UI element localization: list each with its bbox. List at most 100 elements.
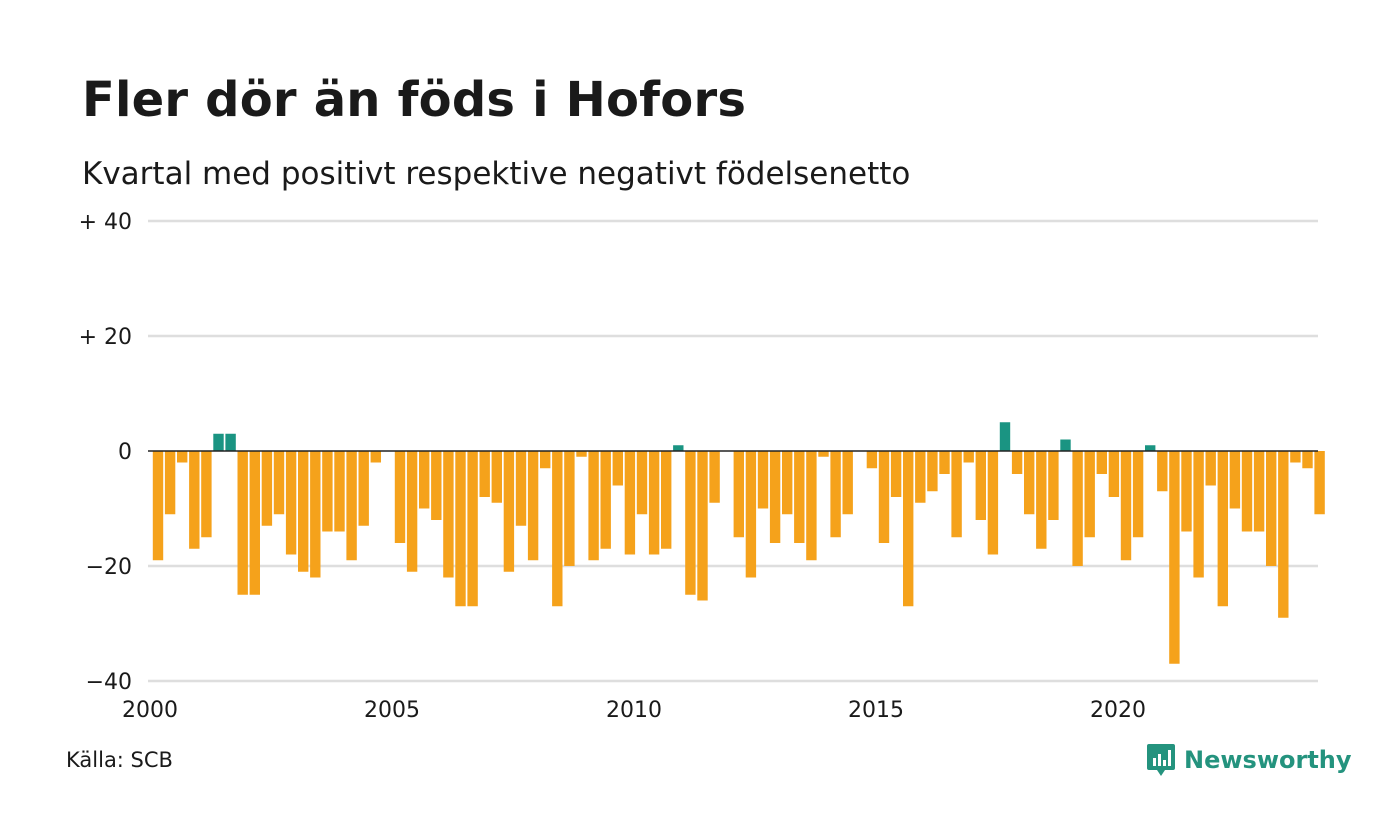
bar bbox=[612, 451, 623, 486]
bar bbox=[636, 451, 648, 515]
bar bbox=[540, 451, 551, 469]
bar bbox=[975, 451, 986, 520]
bar bbox=[455, 451, 466, 607]
bar bbox=[406, 451, 418, 572]
bar bbox=[733, 451, 744, 538]
bar bbox=[491, 451, 502, 503]
x-tick-label: 2010 bbox=[606, 698, 662, 723]
bar bbox=[1048, 451, 1059, 520]
chart-subtitle: Kvartal med positivt respektive negativt… bbox=[82, 156, 911, 192]
bar bbox=[830, 451, 841, 538]
bar bbox=[951, 451, 962, 538]
bar bbox=[152, 451, 164, 561]
bar bbox=[1096, 451, 1107, 474]
bar bbox=[1108, 451, 1120, 497]
bar bbox=[467, 451, 478, 607]
bar bbox=[1036, 451, 1047, 549]
bar bbox=[1253, 451, 1265, 532]
bar bbox=[479, 451, 490, 497]
bar bbox=[358, 451, 369, 526]
source-note: Källa: SCB bbox=[66, 748, 173, 772]
bar bbox=[189, 451, 200, 549]
bar bbox=[818, 451, 829, 457]
brand-name: Newsworthy bbox=[1184, 746, 1352, 774]
bar bbox=[261, 451, 273, 526]
bar bbox=[769, 451, 781, 543]
bar bbox=[806, 451, 817, 561]
bar bbox=[1181, 451, 1192, 532]
bar bbox=[1217, 451, 1228, 607]
bar bbox=[685, 451, 696, 595]
bars bbox=[152, 422, 1325, 664]
bar bbox=[237, 451, 248, 595]
y-tick-label: + 20 bbox=[79, 325, 132, 350]
x-tick-label: 2015 bbox=[848, 698, 904, 723]
x-axis-labels: 2000 2005 2010 2015 2020 bbox=[122, 698, 1146, 723]
bar bbox=[1084, 451, 1095, 538]
bar bbox=[600, 451, 611, 549]
bar bbox=[273, 451, 285, 515]
bar bbox=[225, 433, 236, 451]
bar bbox=[588, 451, 599, 561]
bar bbox=[164, 451, 176, 515]
bar bbox=[1302, 451, 1313, 469]
bar bbox=[503, 451, 515, 572]
y-tick-label: −20 bbox=[86, 555, 132, 580]
bar bbox=[419, 451, 430, 509]
bar bbox=[1169, 451, 1180, 664]
bar bbox=[1157, 451, 1168, 492]
bar bbox=[177, 451, 188, 463]
newsworthy-logo: Newsworthy bbox=[1146, 742, 1352, 778]
bar bbox=[334, 451, 345, 532]
bar bbox=[890, 451, 902, 497]
bar bbox=[346, 451, 357, 561]
bar bbox=[310, 451, 321, 578]
bar bbox=[394, 451, 406, 543]
bar bbox=[1314, 451, 1325, 515]
bar bbox=[1229, 451, 1241, 509]
bar bbox=[298, 451, 309, 572]
bar bbox=[249, 451, 260, 595]
x-tick-label: 2000 bbox=[122, 698, 178, 723]
bar bbox=[915, 451, 926, 503]
bar bbox=[1120, 451, 1132, 561]
bar bbox=[576, 451, 587, 457]
bar bbox=[745, 451, 757, 578]
bar bbox=[999, 422, 1011, 451]
bar bbox=[673, 445, 684, 451]
bar bbox=[1278, 451, 1289, 618]
bar bbox=[443, 451, 454, 578]
bar bbox=[213, 433, 224, 451]
x-tick-label: 2005 bbox=[364, 698, 420, 723]
bar bbox=[878, 451, 890, 543]
bar bbox=[1132, 451, 1144, 538]
bar bbox=[527, 451, 539, 561]
bar bbox=[963, 451, 974, 463]
y-tick-label: −40 bbox=[86, 670, 132, 695]
bar bbox=[1011, 451, 1023, 474]
bar bbox=[709, 451, 720, 503]
bar bbox=[987, 451, 999, 555]
bar bbox=[1266, 451, 1277, 566]
gridlines bbox=[148, 219, 1318, 683]
bar bbox=[782, 451, 793, 515]
y-tick-label: + 40 bbox=[79, 210, 132, 235]
chart-speech-bubble-icon bbox=[1147, 744, 1175, 776]
bar bbox=[1145, 445, 1156, 451]
bar bbox=[794, 451, 805, 543]
y-tick-label: 0 bbox=[118, 440, 132, 465]
y-axis-labels: + 40 + 20 0 −20 −40 bbox=[79, 210, 132, 695]
bar bbox=[939, 451, 950, 474]
bar bbox=[1060, 439, 1071, 451]
bar bbox=[903, 451, 914, 607]
bar bbox=[624, 451, 636, 555]
bar bbox=[1193, 451, 1204, 578]
bar bbox=[322, 451, 333, 532]
bar bbox=[661, 451, 672, 549]
bar bbox=[552, 451, 563, 607]
bar bbox=[285, 451, 297, 555]
bar bbox=[564, 451, 575, 566]
bar bbox=[515, 451, 527, 526]
bar bbox=[842, 451, 853, 515]
bar bbox=[757, 451, 769, 509]
